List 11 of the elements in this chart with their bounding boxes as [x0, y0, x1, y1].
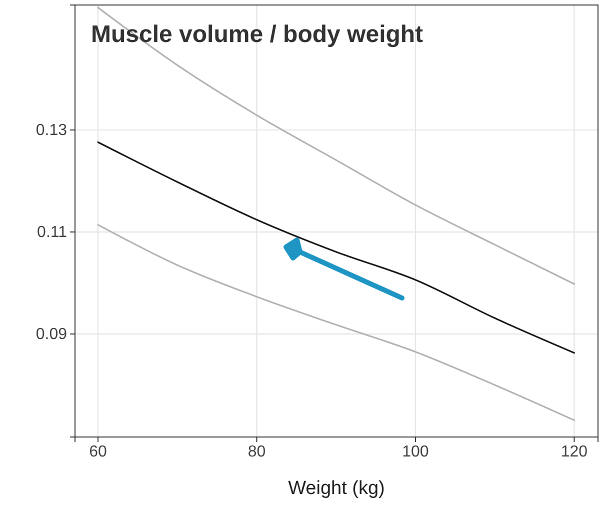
y-tick-label: 0.13 — [36, 122, 68, 140]
x-tick-label: 80 — [248, 443, 266, 460]
line-series — [97, 224, 575, 421]
x-tick-label: 120 — [560, 443, 588, 460]
y-tick-label: 0.09 — [36, 326, 68, 344]
y-tick-label: 0.11 — [37, 224, 68, 242]
x-tick-label: 100 — [402, 443, 429, 460]
text: Muscle volume / body weight — [91, 21, 424, 48]
x-tick-label: 60 — [89, 443, 108, 460]
line-series — [97, 141, 575, 354]
x-axis-title: Weight (kg) — [288, 478, 385, 499]
